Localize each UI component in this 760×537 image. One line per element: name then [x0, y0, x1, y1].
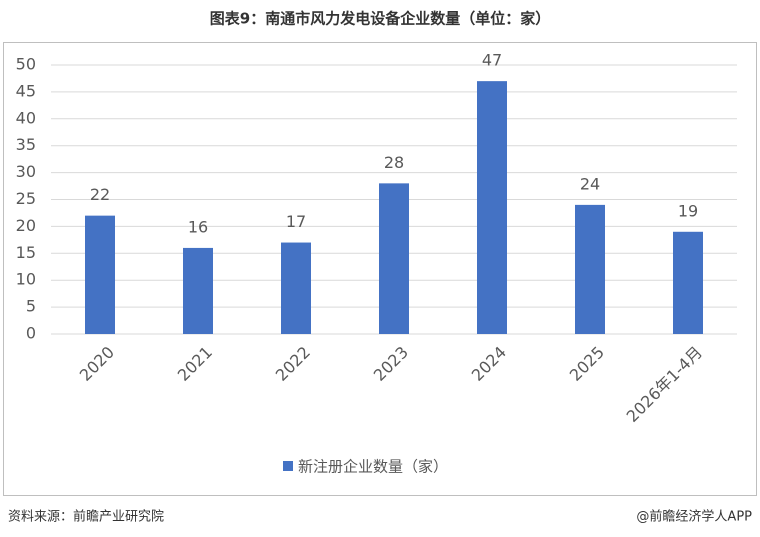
chart-frame: [3, 42, 757, 496]
bar: [379, 183, 409, 334]
credit: @前瞻经济学人APP: [636, 509, 752, 525]
y-tick-label: 35: [16, 135, 36, 154]
y-tick-label: 30: [16, 162, 36, 181]
x-tick-label: 2026年1-4月: [623, 343, 706, 426]
bar: [575, 204, 605, 334]
source: 资料来源：前瞻产业研究院: [8, 509, 164, 525]
bar: [477, 81, 507, 334]
y-tick-label: 5: [26, 297, 36, 316]
x-tick-label: 2023: [370, 343, 412, 385]
data-label: 19: [678, 201, 698, 220]
chart-title: 图表9：南通市风力发电设备企业数量（单位：家）: [210, 10, 550, 28]
y-tick-label: 40: [16, 108, 36, 127]
legend-label: 新注册企业数量（家）: [298, 458, 448, 476]
bar: [673, 231, 703, 334]
data-label: 28: [384, 153, 404, 172]
data-label: 47: [482, 51, 502, 70]
x-tick-label: 2021: [174, 343, 216, 385]
bar: [281, 242, 311, 334]
data-label: 24: [580, 174, 600, 193]
y-tick-label: 10: [16, 270, 36, 289]
x-tick-label: 2022: [272, 343, 314, 385]
y-tick-label: 50: [16, 55, 36, 74]
data-label: 17: [286, 212, 306, 231]
data-label: 16: [188, 217, 208, 236]
y-tick-label: 15: [16, 243, 36, 262]
x-tick-label: 2025: [566, 343, 608, 385]
y-tick-label: 25: [16, 189, 36, 208]
x-tick-label: 2020: [76, 343, 118, 385]
bar: [85, 215, 115, 334]
y-tick-label: 0: [26, 324, 36, 343]
y-tick-label: 20: [16, 216, 36, 235]
data-label: 22: [90, 185, 110, 204]
y-tick-label: 45: [16, 81, 36, 100]
bar: [183, 247, 213, 334]
legend-swatch: [283, 461, 293, 471]
x-tick-label: 2024: [468, 343, 510, 385]
